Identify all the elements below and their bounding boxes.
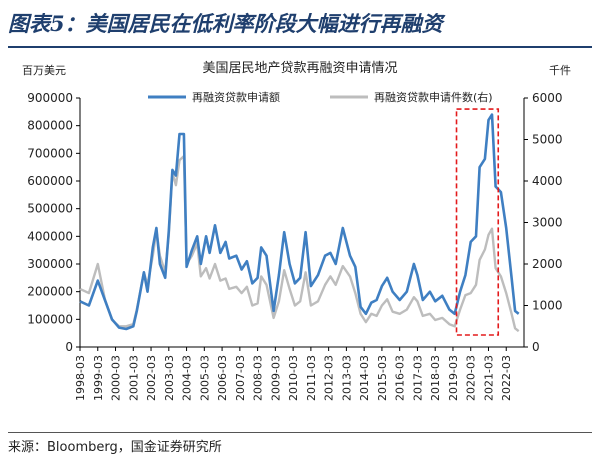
x-tick-label: 2017-03 <box>411 355 424 401</box>
x-tick-label: 2011-03 <box>305 355 318 401</box>
left-tick-label: 700000 <box>27 146 73 160</box>
series-line-count <box>79 154 520 333</box>
x-tick-label: 2001-03 <box>127 355 140 401</box>
x-tick-label: 2018-03 <box>429 355 442 401</box>
legend-label-amount: 再融资贷款申请额 <box>192 90 280 104</box>
left-axis-unit: 百万美元 <box>22 64 66 77</box>
source-divider <box>8 432 592 433</box>
highlight-box <box>455 108 500 336</box>
left-tick-label: 600000 <box>27 174 73 188</box>
source-note: 来源：Bloomberg，国金证券研究所 <box>8 440 222 455</box>
left-tick-label: 100000 <box>27 312 73 326</box>
x-tick-label: 2013-03 <box>340 355 353 401</box>
right-tick-label: 5000 <box>532 133 563 147</box>
x-tick-label: 2004-03 <box>181 355 194 401</box>
right-tick-label: 6000 <box>532 91 563 105</box>
right-tick-label: 1000 <box>532 299 563 313</box>
left-tick-label: 900000 <box>27 91 73 105</box>
left-tick-label: 400000 <box>27 229 73 243</box>
x-tick-label: 2014-03 <box>358 355 371 401</box>
right-tick-label: 3000 <box>532 216 563 230</box>
x-tick-label: 2006-03 <box>216 355 229 401</box>
left-tick-label: 200000 <box>27 285 73 299</box>
x-tick-label: 2015-03 <box>376 355 389 401</box>
x-tick-label: 2002-03 <box>145 355 158 401</box>
series-line-amount <box>79 113 520 331</box>
x-tick-label: 1999-03 <box>92 355 105 401</box>
x-tick-label: 2005-03 <box>198 355 211 401</box>
x-tick-label: 2009-03 <box>269 355 282 401</box>
right-axis-unit: 千件 <box>549 64 571 77</box>
x-tick-label: 1998-03 <box>74 355 87 401</box>
left-tick-label: 800000 <box>27 119 73 133</box>
x-tick-label: 2020-03 <box>465 355 478 401</box>
x-tick-label: 2016-03 <box>394 355 407 401</box>
refinance-chart: 美国居民地产贷款再融资申请情况 百万美元 千件 再融资贷款申请额 再融资贷款申请… <box>22 61 571 401</box>
x-tick-label: 2021-03 <box>482 355 495 401</box>
chart-title: 美国居民地产贷款再融资申请情况 <box>202 61 397 76</box>
right-tick-label: 0 <box>532 340 540 354</box>
x-tick-label: 2008-03 <box>252 355 265 401</box>
right-tick-label: 4000 <box>532 174 563 188</box>
right-tick-label: 2000 <box>532 257 563 271</box>
left-tick-label: 0 <box>65 340 73 354</box>
legend: 再融资贷款申请额 再融资贷款申请件数(右) <box>148 90 493 104</box>
x-tick-label: 2022-03 <box>500 355 513 401</box>
x-tick-label: 2010-03 <box>287 355 300 401</box>
left-tick-label: 300000 <box>27 257 73 271</box>
x-tick-label: 2019-03 <box>447 355 460 401</box>
figure-title: 图表5：美国居民在低利率阶段大幅进行再融资 <box>8 11 443 36</box>
x-tick-label: 2000-03 <box>110 355 123 401</box>
x-tick-label: 2012-03 <box>323 355 336 401</box>
left-tick-label: 500000 <box>27 202 73 216</box>
legend-label-count: 再融资贷款申请件数(右) <box>374 90 493 104</box>
plot-area: 0 100000 200000 300000 400000 500000 600000 700… <box>27 91 562 401</box>
x-tick-label: 2003-03 <box>163 355 176 401</box>
title-divider <box>8 46 592 48</box>
x-tick-label: 2007-03 <box>234 355 247 401</box>
